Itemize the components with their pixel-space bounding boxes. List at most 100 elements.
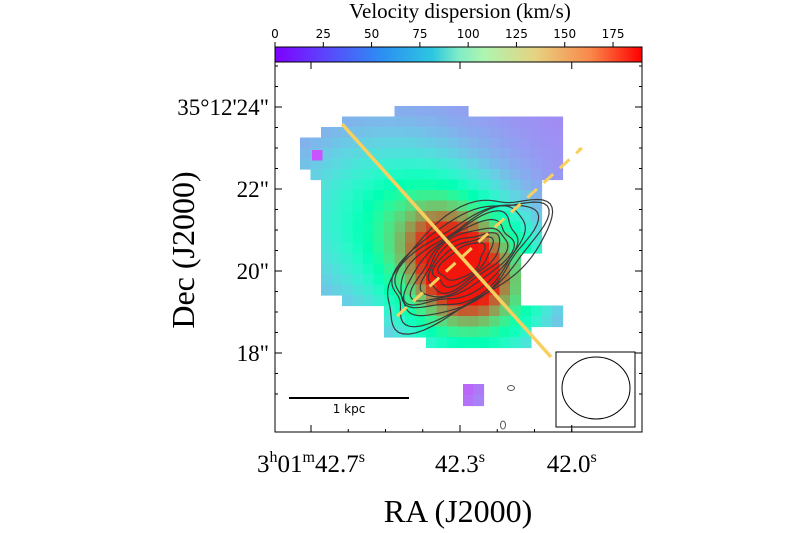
heatmap-pixel (520, 179, 532, 191)
heatmap-pixel (499, 169, 511, 181)
heatmap-pixel (489, 232, 501, 244)
y-tick-label: 20" (237, 259, 269, 284)
heatmap-pixel (363, 127, 375, 139)
heatmap-pixel (352, 295, 364, 307)
heatmap-pixel (447, 211, 459, 223)
heatmap-pixel (384, 179, 396, 191)
heatmap-pixel (300, 137, 312, 149)
heatmap-pixel (342, 179, 354, 191)
heatmap-pixel (468, 127, 480, 139)
heatmap-pixel (447, 284, 459, 296)
heatmap-pixel (531, 137, 543, 149)
heatmap-pixel (342, 232, 354, 244)
heatmap-pixel (478, 295, 490, 307)
heatmap-pixel (373, 274, 385, 286)
heatmap-pixel (468, 242, 480, 254)
heatmap-pixel (473, 395, 485, 407)
y-axis-label: Dec (J2000) (165, 171, 201, 328)
heatmap-pixel (310, 169, 322, 181)
heatmap-pixel (510, 158, 522, 170)
heatmap-pixel (520, 148, 532, 160)
heatmap-pixel (463, 384, 475, 396)
heatmap-pixel (352, 263, 364, 275)
heatmap-pixel (426, 326, 438, 338)
heatmap-pixel (447, 106, 459, 118)
colorbar-label: Velocity dispersion (km/s) (349, 0, 571, 23)
heatmap-pixel (321, 242, 333, 254)
heatmap-pixel (384, 158, 396, 170)
heatmap-pixel (331, 221, 343, 233)
heatmap-pixel (405, 305, 417, 317)
heatmap-pixel (352, 211, 364, 223)
heatmap-pixel (426, 106, 438, 118)
heatmap-pixel (426, 253, 438, 265)
heatmap-pixel (384, 127, 396, 139)
heatmap-pixel (394, 211, 406, 223)
heatmap-pixel (468, 221, 480, 233)
heatmap-pixel (489, 337, 501, 349)
heatmap-pixel (394, 253, 406, 265)
heatmap-pixel (478, 190, 490, 202)
heatmap-pixel (457, 284, 469, 296)
contour-line (500, 420, 506, 430)
heatmap-pixel (468, 179, 480, 191)
heatmap-pixel (499, 337, 511, 349)
heatmap-pixel (321, 127, 333, 139)
heatmap-pixel (457, 211, 469, 223)
heatmap-pixel (342, 221, 354, 233)
heatmap-pixel (352, 284, 364, 296)
heatmap-pixel (478, 326, 490, 338)
heatmap-pixel (447, 158, 459, 170)
heatmap-pixel (405, 190, 417, 202)
heatmap-pixel (478, 127, 490, 139)
heatmap-pixel (342, 158, 354, 170)
heatmap-pixel (468, 316, 480, 328)
heatmap-pixel (552, 305, 564, 317)
heatmap-pixel (499, 137, 511, 149)
heatmap-pixel (436, 148, 448, 160)
heatmap-pixel (520, 326, 532, 338)
colorbar-tick-label: 75 (412, 27, 427, 41)
heatmap-pixel (447, 179, 459, 191)
heatmap-pixel (321, 179, 333, 191)
heatmap-pixel (436, 326, 448, 338)
heatmap-pixel (499, 158, 511, 170)
heatmap-pixel (363, 263, 375, 275)
heatmap-pixel (447, 116, 459, 128)
heatmap-pixel (426, 169, 438, 181)
heatmap-pixel (405, 295, 417, 307)
heatmap-pixel (321, 284, 333, 296)
heatmap-pixel (384, 284, 396, 296)
heatmap-pixel (457, 148, 469, 160)
heatmap-pixel (394, 148, 406, 160)
heatmap-pixel (468, 211, 480, 223)
contour-line (402, 210, 519, 306)
heatmap-pixel (447, 305, 459, 317)
heatmap-pixel (531, 179, 543, 191)
heatmap-pixel (468, 200, 480, 212)
heatmap-pixel (468, 169, 480, 181)
heatmap-pixel (352, 274, 364, 286)
heatmap-pixel (373, 169, 385, 181)
heatmap-pixel (415, 316, 427, 328)
heatmap-pixel (426, 221, 438, 233)
heatmap-pixel (352, 221, 364, 233)
heatmap-pixel (457, 137, 469, 149)
colorbar-tick-label: 25 (316, 27, 331, 41)
heatmap-pixel (384, 326, 396, 338)
heatmap-pixel (384, 211, 396, 223)
heatmap-pixel (510, 211, 522, 223)
heatmap-pixel (342, 148, 354, 160)
heatmap-pixel (489, 305, 501, 317)
heatmap-pixel (447, 253, 459, 265)
heatmap-pixel (321, 137, 333, 149)
heatmap-pixel (499, 116, 511, 128)
heatmap-pixel (489, 211, 501, 223)
heatmap-pixel (478, 137, 490, 149)
heatmap-pixel (321, 158, 333, 170)
heatmap-pixel (415, 326, 427, 338)
heatmap-pixel (415, 127, 427, 139)
heatmap-pixel (436, 200, 448, 212)
heatmap-pixel (447, 137, 459, 149)
heatmap-pixel (394, 158, 406, 170)
